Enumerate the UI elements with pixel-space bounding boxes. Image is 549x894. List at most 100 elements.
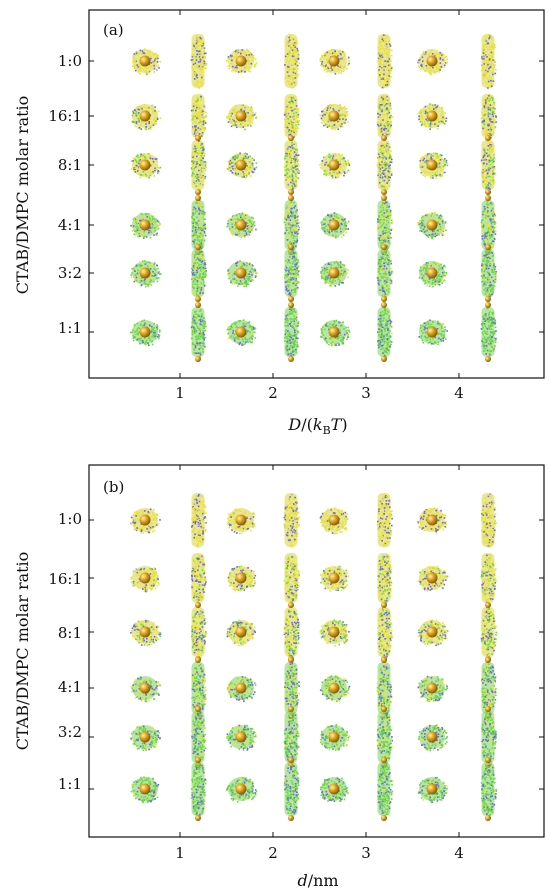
x-tick-b-4: 4 [454, 844, 464, 862]
snapshot-b-r0-c0 [130, 508, 161, 534]
snapshot-b-r0-c5 [376, 493, 393, 547]
snapshot-b-r3-c0 [130, 676, 161, 703]
y-tick-b-1-1: 1:1 [58, 775, 82, 793]
snapshot-a-r0-c4 [319, 48, 350, 75]
y-tick-a-1-1: 1:1 [58, 319, 82, 337]
snapshot-a-r2-c2 [226, 152, 258, 179]
snapshot-b-r1-c5 [377, 553, 393, 605]
snapshot-b-r0-c4 [319, 507, 349, 535]
snapshot-b-r4-c0 [130, 725, 161, 752]
panel-b: (b) 1 2 3 4 1:0 16:1 8:1 4:1 3:2 1:1 d/n… [13, 464, 545, 890]
snapshot-a-r4-c7 [480, 244, 497, 302]
snapshot-b-r1-c6 [418, 565, 449, 592]
snapshot-a-r3-c6 [417, 212, 447, 240]
y-tick-a-4-1: 4:1 [58, 216, 82, 234]
snapshot-b-r1-c0 [130, 566, 160, 593]
snapshot-a-r1-c5 [376, 94, 394, 140]
snapshot-a-r5-c0 [130, 319, 161, 346]
snapshot-a-r1-c7 [480, 94, 497, 140]
snapshot-a-r2-c4 [319, 152, 351, 179]
snapshot-a-r2-c0 [130, 153, 162, 179]
snapshot-a-r2-c7 [480, 135, 497, 195]
snapshot-a-r4-c1 [191, 244, 207, 302]
snapshot-a-r1-c3 [283, 94, 300, 140]
snapshot-a-r2-c6 [419, 152, 449, 179]
snapshot-b-r5-c2 [226, 776, 258, 803]
snapshot-a-r4-c5 [376, 244, 393, 302]
panel-b-cells [130, 493, 497, 821]
panel-a-frame [88, 9, 545, 379]
y-tick-a-3-2: 3:2 [58, 264, 82, 282]
snapshot-a-r4-c4 [320, 260, 349, 287]
snapshot-a-r3-c4 [320, 212, 350, 239]
snapshot-b-r1-c2 [227, 565, 257, 592]
snapshot-b-r1-c7 [480, 553, 497, 604]
x-axis-label-b: d/nm [297, 871, 338, 890]
snapshot-a-r1-c1 [190, 94, 207, 140]
snapshot-b-r1-c4 [320, 565, 349, 592]
snapshot-a-r1-c0 [131, 104, 162, 131]
panel-b-ticks [89, 465, 544, 837]
y-tick-a-1-0: 1:0 [58, 52, 82, 70]
snapshot-b-r5-c4 [319, 777, 349, 803]
y-axis-label-b: CTAB/DMPC molar ratio [13, 552, 32, 751]
snapshot-b-r4-c3 [283, 706, 300, 768]
snapshot-a-r1-c4 [319, 103, 349, 131]
y-axis-label-a: CTAB/DMPC molar ratio [13, 96, 32, 295]
snapshot-b-r3-c4 [319, 675, 351, 703]
x-tick-b-2: 2 [268, 844, 278, 862]
snapshot-a-r2-c1 [190, 135, 207, 195]
snapshot-a-r4-c2 [227, 260, 258, 288]
x-tick-b-3: 3 [361, 844, 371, 862]
y-tick-b-8-1: 8:1 [58, 624, 82, 642]
y-tick-b-1-0: 1:0 [58, 510, 82, 528]
snapshot-a-r4-c0 [130, 260, 162, 288]
snapshot-a-r0-c6 [417, 49, 449, 76]
panel-b-label: (b) [103, 478, 124, 496]
snapshot-b-r3-c2 [226, 676, 257, 703]
panel-a-cells [130, 34, 497, 362]
snapshot-a-r4-c6 [418, 261, 448, 288]
snapshot-b-r5-c1 [190, 757, 207, 821]
y-tick-a-16-1: 16:1 [48, 107, 82, 125]
snapshot-a-r0-c5 [377, 34, 393, 89]
snapshot-a-r2-c5 [376, 135, 393, 195]
x-tick-a-4: 4 [454, 384, 464, 402]
snapshot-b-r1-c3 [283, 553, 300, 603]
snapshot-a-r4-c3 [284, 244, 300, 302]
snapshot-a-r1-c2 [226, 104, 258, 131]
snapshot-b-r2-c7 [480, 602, 497, 662]
snapshot-b-r2-c4 [319, 619, 350, 647]
snapshot-a-r5-c7 [480, 302, 497, 362]
snapshot-a-r3-c2 [226, 212, 257, 239]
snapshot-b-r3-c6 [417, 675, 449, 703]
x-tick-b-1: 1 [175, 844, 185, 862]
snapshot-a-r0-c3 [284, 34, 300, 89]
y-tick-b-4-1: 4:1 [58, 678, 82, 696]
snapshot-a-r3-c1 [191, 195, 207, 255]
y-tick-b-3-2: 3:2 [58, 723, 82, 741]
x-tick-a-2: 2 [268, 384, 278, 402]
snapshot-a-r0-c0 [131, 48, 161, 75]
y-tick-a-8-1: 8:1 [58, 156, 82, 174]
snapshot-b-r2-c2 [226, 619, 256, 647]
snapshot-a-r5-c1 [190, 302, 207, 362]
snapshot-b-r5-c3 [283, 757, 300, 821]
snapshot-a-r5-c5 [377, 302, 393, 362]
panel-b-frame [88, 464, 545, 838]
snapshot-a-r3-c0 [130, 212, 161, 239]
snapshot-b-r2-c6 [417, 619, 449, 646]
snapshot-a-r0-c2 [226, 48, 258, 73]
snapshot-b-r5-c6 [417, 776, 448, 803]
panel-a-label: (a) [103, 21, 124, 39]
panel-a-ticks [89, 10, 544, 378]
snapshot-b-r0-c3 [283, 493, 300, 548]
snapshot-a-r1-c6 [418, 103, 448, 130]
snapshot-b-r0-c1 [191, 493, 207, 548]
x-tick-a-3: 3 [361, 384, 371, 402]
snapshot-b-r0-c6 [417, 507, 448, 534]
snapshot-b-r4-c6 [418, 724, 448, 752]
snapshot-a-r3-c7 [480, 195, 497, 255]
snapshot-b-r5-c0 [130, 776, 160, 803]
